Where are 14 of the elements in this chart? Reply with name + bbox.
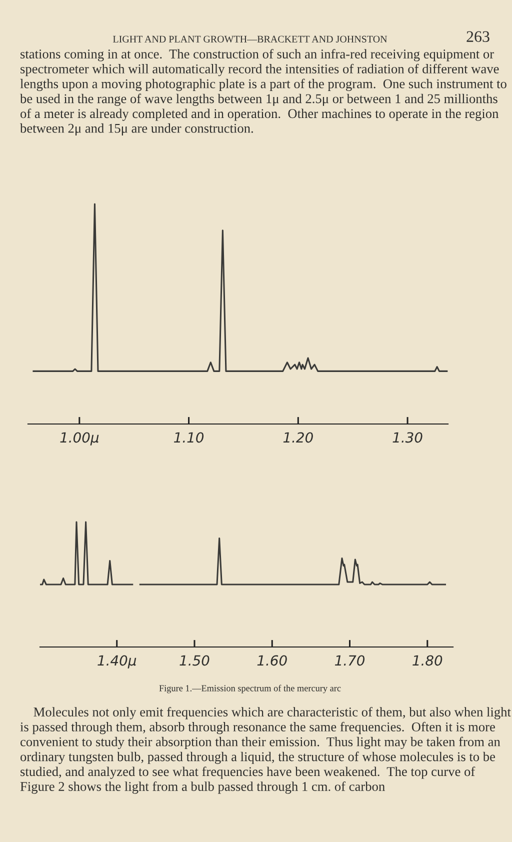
x-tick-label: 1.10 xyxy=(174,432,204,443)
x-tick-label: 1.00μ xyxy=(60,432,99,446)
x-tick-label: 1.50 xyxy=(180,655,210,666)
x-tick-label: 1.20 xyxy=(283,432,313,443)
text: LIGHT AND PLANT GROWTH—BRACKETT AND JOHNSTON xyxy=(113,36,388,43)
x-tick-label: 1.60 xyxy=(257,655,287,666)
text: Molecules not only emit frequencies which are characteristic of them, but also when light is passed through them, absorb through resonance the same frequencies. Often it is more convenient to study their absorption than their emission. Thus light may be taken from an ordinary tungsten bulb, passed through a liquid, the structure of whose molecules is to be studied, and analyzed to see what frequencies have been weakened. The top curve of Figure 2 shows the light from a bulb passed through 1 cm. of carbon xyxy=(20,707,511,794)
text: stations coming in at once. The construction of such an infra-red receiving equipment or spectrometer which will automatically record the intensities of radiation of different wave lengths upon a moving photographic plate is a part of the program. One such instrument to be used in the range of wave lengths between 1μ and 2.5μ or between 1 and 25 millionths of a meter is already completed and in operation. Other machines to operate in the region between 2μ and 15μ are under construction. xyxy=(20,49,506,136)
caption: Figure 1.—Emission spectrum of the mercury arc xyxy=(159,684,341,694)
x-tick-label: 1.80 xyxy=(412,655,442,666)
x-tick-label: 1.70 xyxy=(334,655,365,666)
text: 263 xyxy=(466,31,490,42)
x-tick-label: 1.40μ xyxy=(98,655,136,668)
x-tick-label: 1.30 xyxy=(392,432,422,443)
